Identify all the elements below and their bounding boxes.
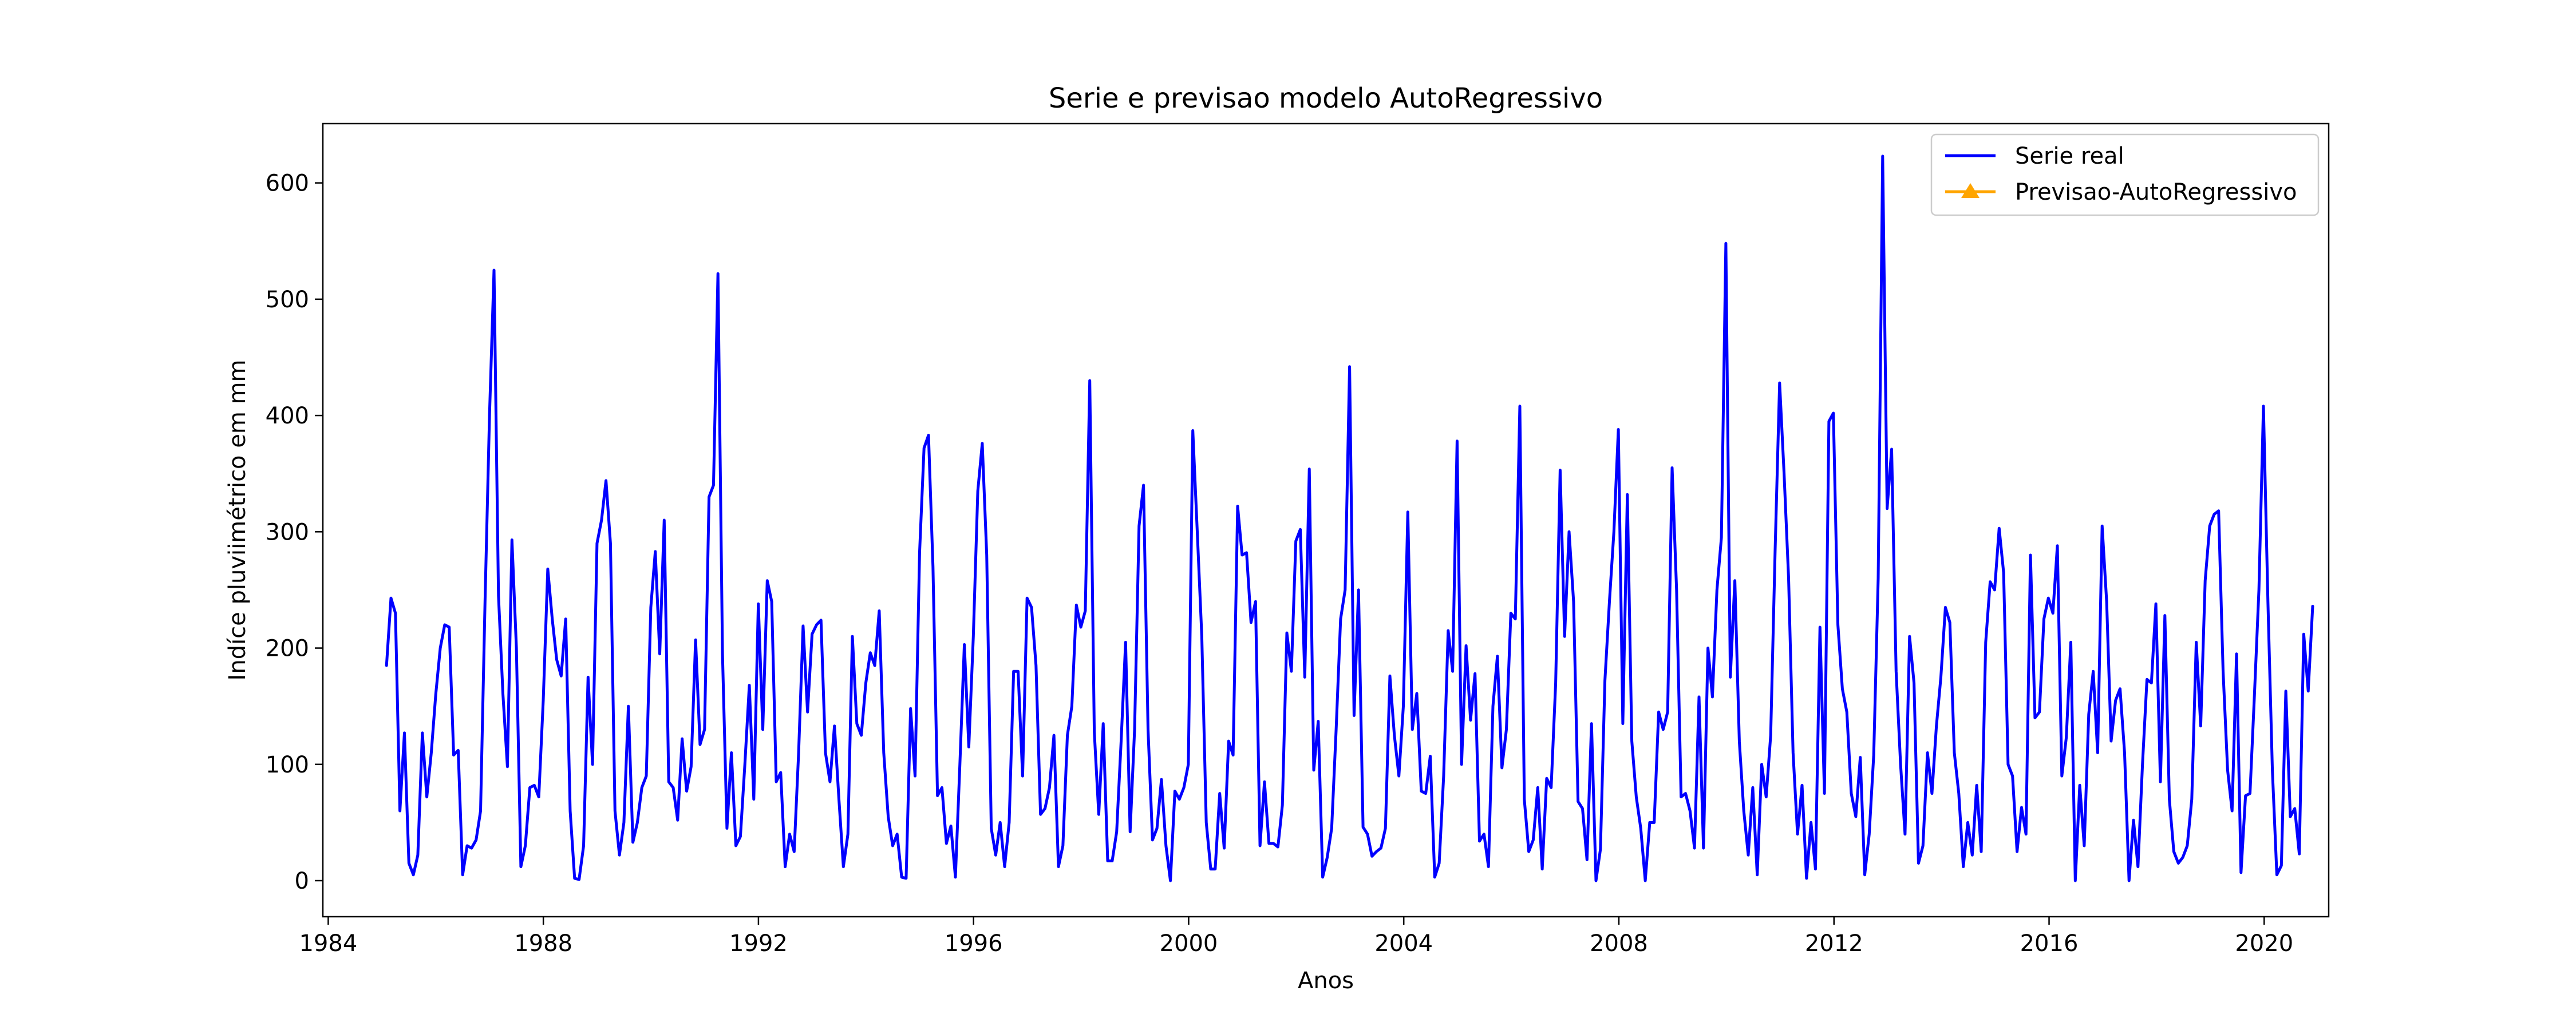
x-tick-label-2008: 2008 [1590, 930, 1648, 957]
legend-entry-serie-real: Serie real [1945, 143, 2124, 169]
plot-area [322, 122, 2330, 918]
legend-entry-previsao: Previsao-AutoRegressivo [1945, 179, 2297, 205]
y-tick-label-300: 300 [266, 519, 309, 545]
triangle-marker-icon [1961, 183, 1980, 198]
legend: Serie real Previsao-AutoRegressivo [1930, 133, 2320, 216]
x-tick-label-2004: 2004 [1374, 930, 1433, 957]
legend-label-previsao: Previsao-AutoRegressivo [2015, 179, 2297, 205]
y-axis-label: Indíce pluviimétrico em mm [224, 360, 251, 681]
x-tick-label-2016: 2016 [2020, 930, 2079, 957]
x-tick-label-1988: 1988 [514, 930, 572, 957]
plot-frame [322, 122, 2330, 918]
y-tick-label-500: 500 [266, 287, 309, 313]
x-axis: 1984 1988 1992 1996 2000 2004 2008 2012 2016 2020 [299, 917, 2293, 957]
y-axis: 0 100 200 300 400 500 600 [266, 171, 323, 894]
legend-label-serie-real: Serie real [2015, 143, 2124, 169]
x-tick-label-1996: 1996 [945, 930, 1003, 957]
y-tick-label-200: 200 [266, 636, 309, 662]
x-tick-label-2012: 2012 [1805, 930, 1863, 957]
x-tick-label-1992: 1992 [729, 930, 788, 957]
chart-title: Serie e previsao modelo AutoRegressivo [1049, 82, 1603, 114]
x-tick-label-1984: 1984 [299, 930, 357, 957]
legend-box [1930, 133, 2320, 216]
y-tick-label-400: 400 [266, 403, 309, 429]
series-lines [385, 154, 2314, 882]
x-axis-label: Anos [1298, 968, 1354, 994]
series-line-0 [385, 154, 2314, 882]
y-tick-label-600: 600 [266, 171, 309, 197]
y-tick-label-100: 100 [266, 752, 309, 778]
x-tick-label-2020: 2020 [2235, 930, 2293, 957]
x-tick-label-2000: 2000 [1160, 930, 1218, 957]
y-tick-label-0: 0 [295, 868, 309, 894]
plot-background [323, 124, 2329, 917]
